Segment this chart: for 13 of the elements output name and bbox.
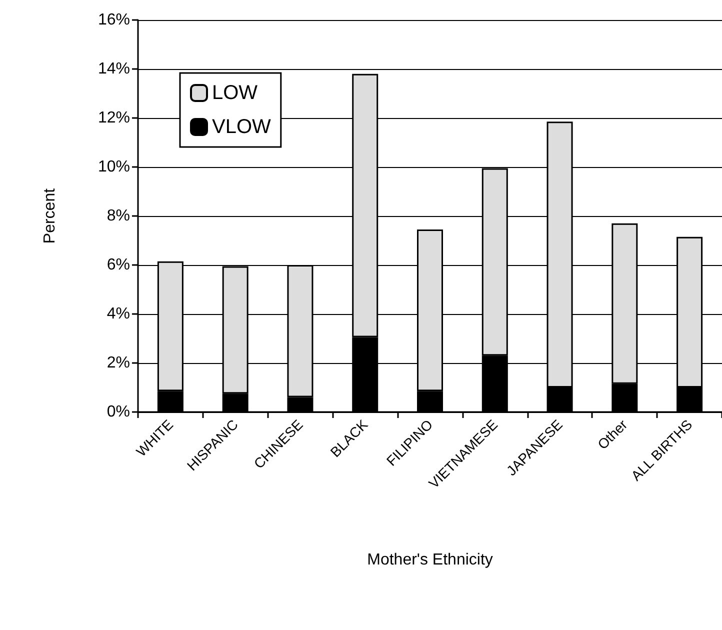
y-tick-label: 6% (106, 256, 130, 274)
y-tick-label: 12% (98, 110, 130, 126)
y-axis-title: Percent (42, 188, 58, 244)
y-tick-label: 10% (98, 158, 130, 176)
y-tick-label: 8% (106, 208, 130, 224)
y-tick-label: 14% (98, 60, 130, 78)
legend-label: VLOW (212, 116, 272, 138)
y-tick-label: 16% (98, 12, 130, 28)
y-tick-label: 2% (106, 354, 130, 372)
x-axis-title: Mother's Ethnicity (367, 552, 493, 568)
legend-label: LOW (212, 82, 258, 104)
y-tick-label: 0% (106, 404, 130, 420)
y-tick-label: 4% (106, 306, 130, 322)
